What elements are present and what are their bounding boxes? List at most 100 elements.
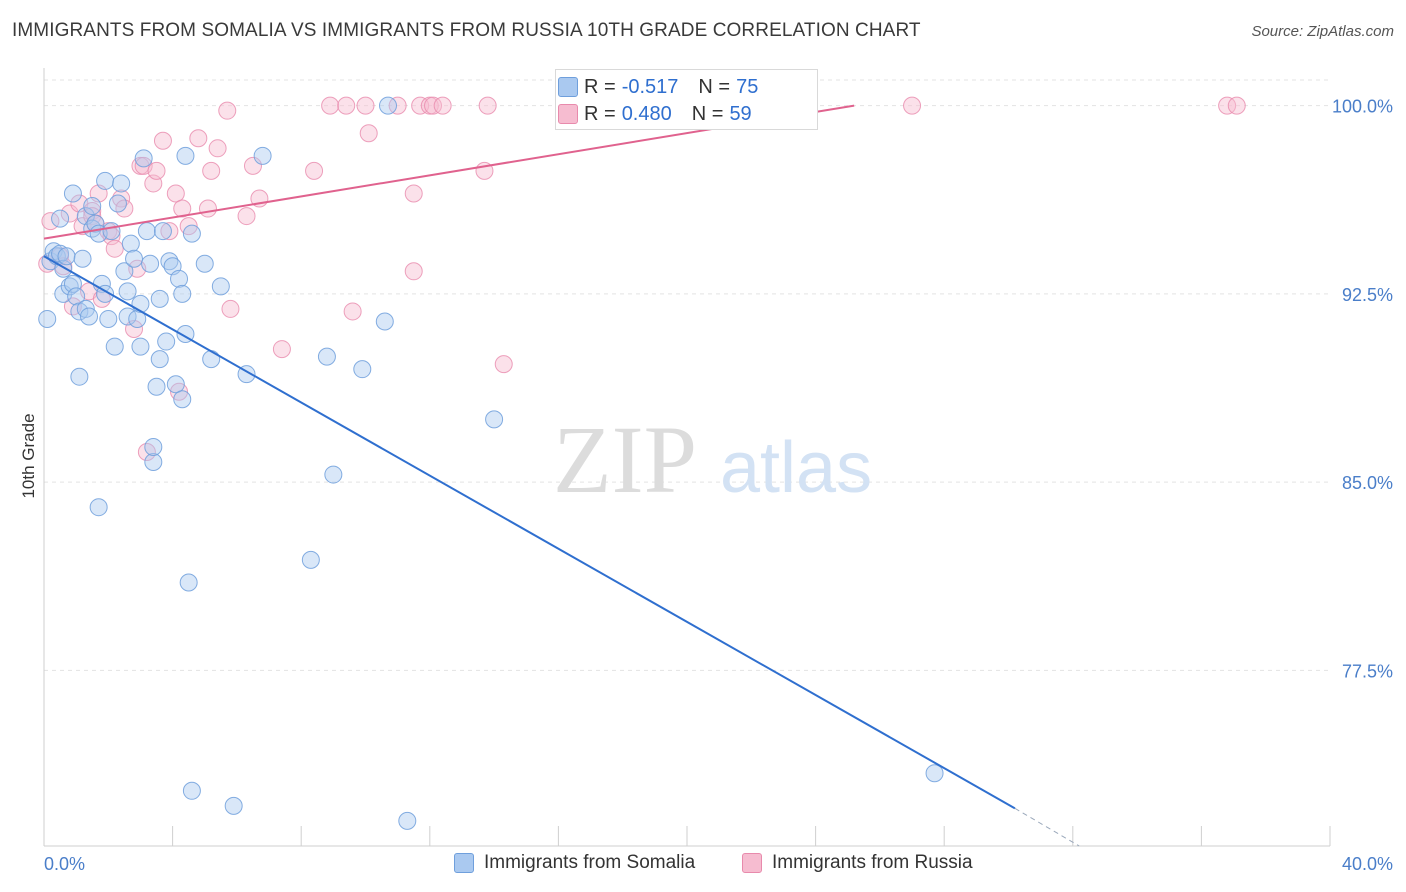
russia-point [337, 96, 356, 115]
russia-point [356, 96, 375, 115]
russia-point [388, 96, 407, 115]
somalia-point [144, 453, 163, 472]
somalia-point [112, 174, 131, 193]
russia-point [1227, 96, 1246, 115]
somalia-point [115, 262, 134, 281]
russia-point [237, 207, 256, 226]
russia-point [404, 184, 423, 203]
somalia-trend-line [43, 255, 1016, 810]
somalia-point [166, 375, 185, 394]
somalia-point [317, 347, 336, 366]
somalia-point [51, 209, 70, 228]
somalia-point [182, 224, 201, 243]
somalia-point [134, 149, 153, 168]
y-tick-label: 100.0% [1332, 97, 1393, 117]
somalia-point [70, 367, 89, 386]
somalia-point [99, 309, 118, 328]
russia-point [272, 340, 291, 359]
russia-point [198, 199, 217, 218]
y-tick-label: 85.0% [1342, 473, 1393, 493]
somalia-point [398, 811, 417, 830]
somalia-point [60, 277, 79, 296]
somalia-point [150, 289, 169, 308]
somalia-point [324, 465, 343, 484]
somalia-point [195, 254, 214, 273]
russia-point [411, 96, 430, 115]
somalia-point [253, 146, 272, 165]
somalia-point [144, 437, 163, 456]
somalia-point [86, 214, 105, 233]
russia-point [60, 204, 79, 223]
somalia-point [170, 269, 189, 288]
somalia-point [96, 171, 115, 190]
r-value-russia: 0.480 [621, 102, 672, 125]
somalia-point [176, 146, 195, 165]
y-tick-label: 77.5% [1342, 661, 1393, 681]
watermark-atlas: atlas [720, 428, 872, 508]
x-tick-label: 40.0% [1342, 854, 1393, 874]
somalia-points [38, 96, 944, 830]
somalia-point [173, 284, 192, 303]
somalia-point [211, 277, 230, 296]
somalia-point [105, 337, 124, 356]
somalia-point [150, 350, 169, 369]
somalia-point [89, 498, 108, 517]
somalia-point [137, 222, 156, 241]
somalia-point [83, 197, 102, 216]
somalia-point [125, 249, 144, 268]
somalia-point [202, 350, 221, 369]
r-value-somalia: -0.517 [621, 75, 679, 98]
russia-point [147, 161, 166, 180]
russia-point [1218, 96, 1237, 115]
somalia-point [301, 550, 320, 569]
n-value-russia: 59 [729, 102, 752, 125]
russia-point [92, 289, 111, 308]
somalia-point [179, 573, 198, 592]
russia-point [105, 239, 124, 258]
legend-row-somalia: R = -0.517 N = 75 [558, 74, 759, 100]
r-label: R = [584, 75, 616, 98]
legend-item-somalia: Immigrants from Somalia [454, 852, 695, 874]
somalia-point [173, 390, 192, 409]
russia-legend-swatch [742, 853, 762, 873]
axes [43, 68, 1331, 847]
russia-point [424, 96, 443, 115]
somalia-point [379, 96, 398, 115]
somalia-point [925, 764, 944, 783]
russia-point [160, 222, 179, 241]
russia-point [153, 131, 172, 150]
russia-point [494, 355, 513, 374]
russia-point [243, 156, 262, 175]
somalia-point [38, 309, 57, 328]
somalia-point [160, 252, 179, 271]
russia-point [343, 302, 362, 321]
somalia-point [121, 234, 140, 253]
n-label: N = [691, 102, 724, 125]
somalia-point [224, 796, 243, 815]
grid-lines [44, 79, 1330, 671]
russia-point [166, 184, 185, 203]
source-label: Source: ZipAtlas.com [1251, 23, 1394, 40]
watermark-zip: ZIP [553, 406, 697, 513]
legend-label-somalia: Immigrants from Somalia [484, 852, 696, 873]
somalia-point [157, 332, 176, 351]
russia-point [404, 262, 423, 281]
somalia-trend-extension [1014, 807, 1080, 847]
legend-label-russia: Immigrants from Russia [772, 852, 973, 873]
series-legend: Immigrants from Somalia Immigrants from … [0, 852, 1406, 878]
somalia-point [73, 249, 92, 268]
legend-row-russia: R = 0.480 N = 59 [558, 101, 752, 127]
somalia-point [102, 222, 121, 241]
russia-point [208, 139, 227, 158]
somalia-point [182, 781, 201, 800]
russia-point [305, 161, 324, 180]
n-value-somalia: 75 [736, 75, 759, 98]
somalia-legend-swatch [454, 853, 474, 873]
somalia-point [67, 287, 86, 306]
russia-point [202, 161, 221, 180]
somalia-point [80, 307, 99, 326]
somalia-point [128, 309, 147, 328]
russia-points [38, 96, 1246, 461]
russia-point [218, 101, 237, 120]
